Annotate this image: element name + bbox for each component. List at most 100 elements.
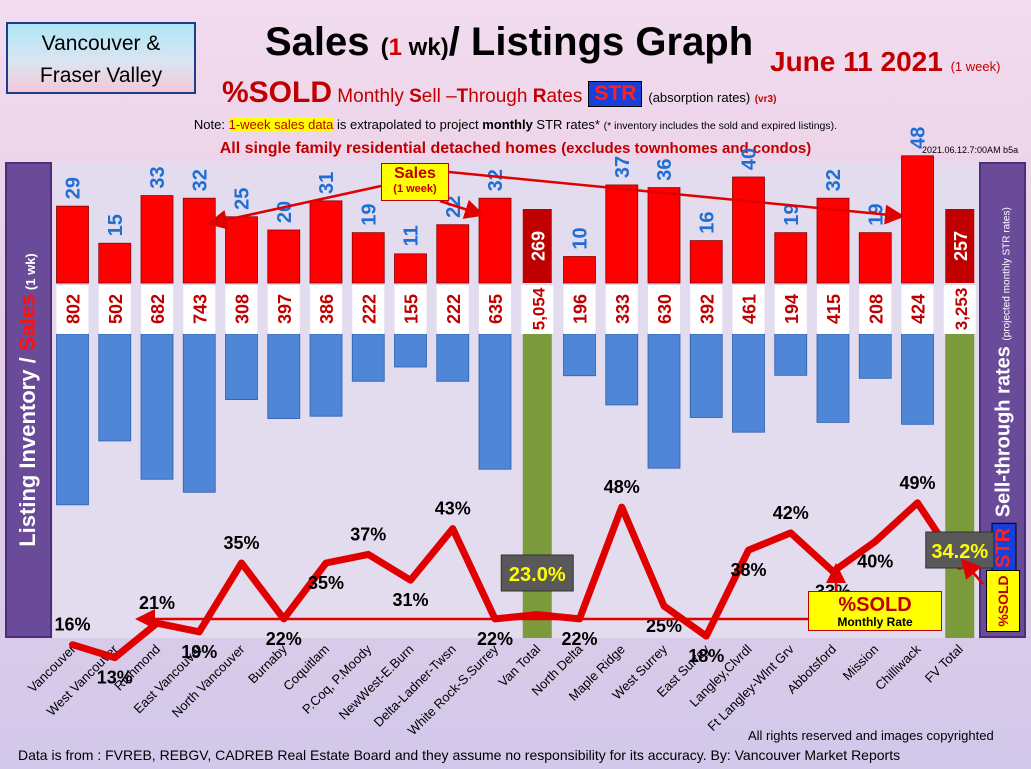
sales-bar: [774, 232, 808, 284]
inventory-label: 386: [317, 294, 337, 324]
inventory-bar: [182, 333, 216, 493]
inventory-bar: [478, 333, 512, 470]
note-c: STR rates*: [532, 117, 604, 132]
inventory-label: 424: [909, 294, 929, 324]
title-part-3: 1: [388, 34, 403, 61]
inventory-label: 461: [740, 294, 760, 324]
title-part-1: Sales: [265, 20, 381, 64]
inventory-bar: [436, 333, 470, 382]
sales-bar: [478, 197, 512, 284]
note-bold: monthly: [482, 117, 533, 132]
sales-bar: [732, 176, 765, 284]
left-axis-panel: [5, 162, 52, 638]
sales-label: 32: [189, 169, 211, 191]
inventory-bar: [309, 333, 343, 417]
inventory-label: 222: [444, 294, 464, 324]
sales-arrow-right: [448, 170, 905, 225]
inventory-bar: [732, 333, 765, 433]
title-part-2: (: [380, 34, 389, 61]
str-label: 23.0%: [509, 564, 566, 586]
sales-bar: [182, 197, 216, 284]
str-label: 35%: [223, 533, 259, 553]
sales-bar: [901, 155, 934, 284]
str-label: 22%: [266, 629, 302, 649]
inventory-label: 155: [402, 294, 422, 324]
inventory-label: 333: [613, 294, 633, 324]
sales-bar: [858, 232, 892, 284]
inventory-bar: [563, 333, 596, 377]
str-label: 49%: [899, 473, 935, 493]
subtitle-rest-1: Monthly: [332, 86, 410, 107]
sales-callout-sub: (1 week): [393, 183, 437, 195]
sales-label: 29: [63, 177, 85, 199]
str-label: 37%: [350, 524, 386, 544]
sales-label: 25: [232, 188, 254, 210]
inventory-label-bg: [943, 285, 976, 334]
note-a: Note:: [193, 117, 229, 132]
inventory-bar: [901, 333, 934, 425]
inventory-label-bg: [901, 285, 934, 334]
str-label: 21%: [139, 593, 175, 613]
str-label: 35%: [308, 573, 344, 593]
sales-label: 257: [951, 231, 971, 261]
inventory-label: 415: [824, 294, 844, 324]
inventory-label: 502: [106, 294, 126, 324]
sales-bar: [605, 184, 639, 284]
sold-callout-sub: Monthly Rate: [837, 615, 913, 629]
inventory-label: 222: [359, 294, 379, 324]
sales-bar: [689, 240, 723, 284]
inventory-bar: [605, 333, 639, 406]
note-highlight: 1-week sales data: [228, 117, 334, 132]
sold-callout-title: %SOLD: [838, 594, 912, 616]
str-label: 40%: [857, 552, 893, 572]
subtitle-version: (vr3): [754, 94, 777, 105]
sales-label: 36: [654, 158, 676, 180]
subtitle-r: R: [532, 86, 547, 107]
subtitle-s: S: [409, 86, 422, 107]
inventory-label: 635: [486, 294, 506, 324]
inventory-bar: [56, 333, 89, 506]
inventory-label-bg: [98, 285, 131, 334]
date-note: (1 week): [950, 59, 1001, 74]
total-bar: [945, 290, 975, 638]
sales-callout: Sales (1 week): [381, 163, 449, 201]
right-sold-badge: [986, 570, 1020, 632]
headline-a: All single family residential detached h…: [219, 140, 562, 157]
sales-label: 10: [570, 227, 592, 249]
inventory-label: 308: [233, 294, 253, 324]
inventory-label-bg: [605, 285, 638, 334]
inventory-bar: [858, 333, 892, 379]
sales-label: 48: [908, 127, 930, 149]
sales-label: 19: [781, 204, 803, 226]
sales-label: 37: [612, 156, 634, 178]
sales-bar: [522, 209, 552, 283]
sales-label: 33: [147, 166, 169, 188]
subtitle-rest-4: ates: [546, 86, 583, 107]
sales-bar: [351, 232, 385, 284]
sales-bar: [225, 216, 258, 284]
sales-label: 19: [358, 204, 380, 226]
inventory-bar: [351, 333, 385, 382]
inventory-label: 392: [697, 294, 717, 324]
str-total-badge: [925, 531, 995, 569]
inventory-label-bg: [479, 285, 511, 334]
inventory-bar: [225, 333, 258, 401]
inventory-label: 3,253: [952, 288, 971, 331]
sales-label: 31: [316, 172, 338, 194]
inventory-label: 682: [148, 294, 168, 324]
note-small: (* inventory includes the sold and expir…: [603, 120, 838, 132]
title-part-4: wk): [402, 34, 449, 61]
date-text: June 11 2021: [770, 46, 943, 77]
inventory-label: 630: [655, 294, 675, 324]
timestamp: 2021.06.12.7:00AM b5a: [922, 145, 1019, 155]
inventory-label-bg: [310, 285, 342, 334]
headline: All single family residential detached h…: [0, 140, 1031, 158]
sales-arrow-mid: [439, 199, 485, 219]
inventory-label: 802: [64, 294, 84, 324]
sales-bar: [563, 256, 596, 284]
note-b: is extrapolated to project: [333, 117, 483, 132]
subtitle-rest-2: ell –: [421, 86, 457, 107]
inventory-label: 5,054: [529, 287, 548, 330]
str-line: [69, 499, 964, 662]
sales-bar: [140, 195, 174, 284]
